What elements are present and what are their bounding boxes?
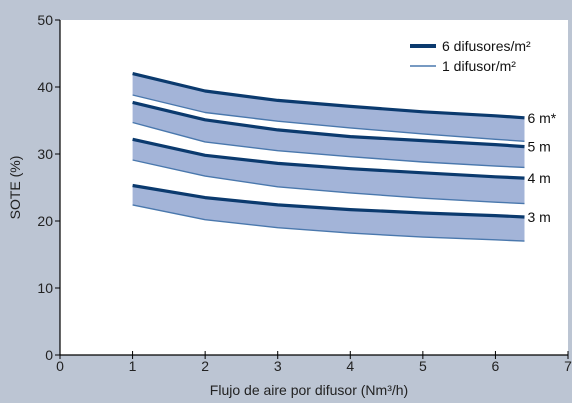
band-2 (132, 139, 525, 204)
band-label-0: 6 m* (527, 110, 556, 126)
x-tick-label: 1 (129, 358, 137, 374)
band-0 (132, 73, 525, 142)
x-tick-label: 7 (564, 358, 572, 374)
band-label-1: 5 m (527, 139, 550, 155)
band-label-3: 3 m (527, 209, 550, 225)
series-line-6 (132, 183, 525, 219)
x-tick-label: 4 (346, 358, 354, 374)
series-line-7 (132, 204, 525, 242)
legend-label-0: 6 difusores/m² (442, 38, 531, 54)
x-tick-label: 5 (419, 358, 427, 374)
legend: 6 difusores/m² 1 difusor/m² (410, 38, 531, 74)
series-line-5 (132, 159, 525, 205)
y-tick-label: 20 (37, 213, 53, 229)
x-tick-label: 0 (56, 358, 64, 374)
x-axis-label: Flujo de aire por difusor (Nm³/h) (210, 382, 408, 398)
series-line-2 (132, 100, 525, 149)
lines-layer (132, 72, 525, 242)
y-tick-label: 50 (37, 12, 53, 28)
series-line-1 (132, 94, 525, 142)
x-tick-label: 2 (201, 358, 209, 374)
band-3 (132, 185, 525, 242)
y-axis-label: SOTE (%) (7, 156, 23, 220)
series-line-3 (132, 121, 525, 169)
x-tick-label: 3 (274, 358, 282, 374)
y-tick-label: 30 (37, 146, 53, 162)
x-tick-label: 6 (492, 358, 500, 374)
series-line-0 (132, 72, 525, 120)
y-tick-label: 0 (45, 347, 53, 363)
y-tick-label: 40 (37, 79, 53, 95)
ticks-layer: 0 1 2 3 4 5 6 7 0 10 20 30 40 50 (37, 12, 572, 374)
legend-label-1: 1 difusor/m² (442, 58, 516, 74)
band-label-2: 4 m (527, 170, 550, 186)
axes-layer (59, 20, 568, 356)
labels-layer: Flujo de aire por difusor (Nm³/h) SOTE (%… (7, 110, 557, 398)
series-line-4 (132, 137, 525, 180)
y-tick-label: 10 (37, 280, 53, 296)
